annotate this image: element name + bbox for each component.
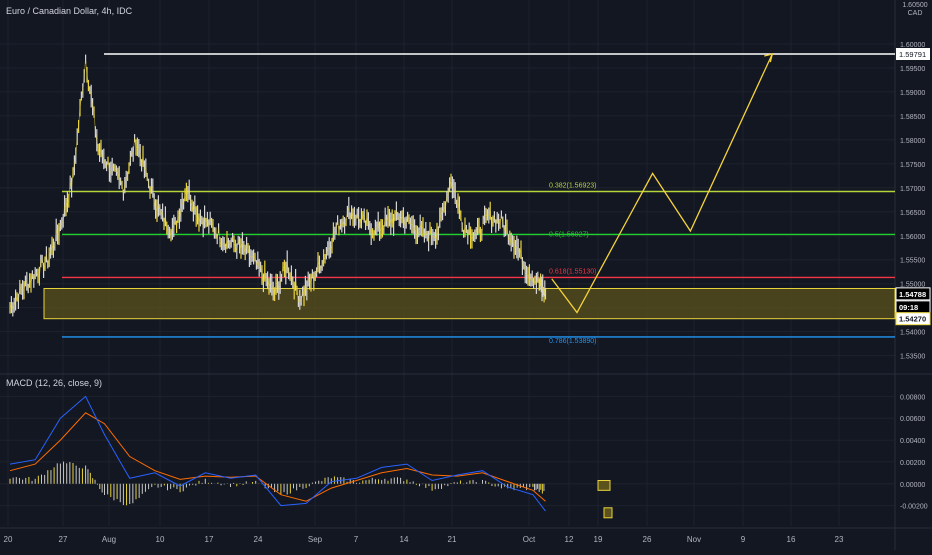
macd-tick-label: 0.00600: [900, 416, 925, 423]
price-tick-label: 1.59500: [900, 66, 925, 73]
price-tick-label: 1.56500: [900, 210, 925, 217]
price-tick-label: 1.57000: [900, 186, 925, 193]
price-tag-label: 1.54270: [899, 315, 926, 324]
macd-line: [9, 395, 546, 512]
time-tick-label: Sep: [308, 535, 323, 544]
time-tick-label: Oct: [523, 535, 536, 544]
macd-highlight-box-small: [603, 507, 613, 519]
time-tick-label: 26: [643, 535, 652, 544]
time-tick-label: 7: [354, 535, 359, 544]
time-tick-label: 12: [565, 535, 574, 544]
fib-level-label: 0.786(1.53890): [549, 338, 596, 345]
price-tag-box: [895, 287, 931, 301]
macd-highlight-box: [597, 479, 611, 491]
price-tick-label: 1.55500: [900, 258, 925, 265]
price-tick-label: 1.56000: [900, 234, 925, 241]
currency-code: CAD: [907, 10, 923, 17]
macd-tick-label: 0.00800: [900, 394, 925, 401]
top-level-tag-label: 1.59791: [899, 50, 926, 59]
projection-arrowhead: [764, 53, 774, 63]
time-tick-label: 24: [254, 535, 263, 544]
currency-label: 1.60500 CAD: [900, 2, 930, 18]
top-level-tag-box: [896, 47, 930, 60]
macd-signal-line: [9, 412, 546, 502]
time-tick-label: 20: [4, 535, 13, 544]
demand-zone[interactable]: [43, 287, 896, 320]
time-tick-label: 9: [741, 535, 746, 544]
fib-level-label: 0.5(1.56027): [549, 231, 589, 238]
price-tick-label: 1.58000: [900, 138, 925, 145]
price-tick-label: 1.55000: [900, 282, 925, 289]
macd-tick-label: -0.00200: [900, 504, 928, 511]
time-tick-label: 27: [59, 535, 68, 544]
price-series-line: [9, 59, 546, 311]
price-tick-label: 1.60000: [900, 42, 925, 49]
fib-level-label: 0.618(1.55130): [549, 268, 596, 275]
time-tick-label: 19: [594, 535, 603, 544]
fib-level-label: 0.382(1.56923): [549, 183, 596, 190]
price-tick-label: 1.54000: [900, 330, 925, 337]
macd-tick-label: 0.00000: [900, 482, 925, 489]
price-tag-label: 09:18: [899, 303, 918, 312]
time-tick-label: 10: [156, 535, 165, 544]
price-tick-label: 1.53500: [900, 354, 925, 361]
macd-title: MACD (12, 26, close, 9): [6, 378, 103, 388]
time-tick-label: 17: [205, 535, 214, 544]
price-tag-label: 1.54788: [899, 290, 926, 299]
time-tick-label: Aug: [102, 535, 116, 544]
price-tick-label: 1.58500: [900, 114, 925, 121]
symbol-title: Euro / Canadian Dollar, 4h, IDC: [6, 6, 133, 16]
time-tick-label: 23: [835, 535, 844, 544]
projection-path[interactable]: [551, 53, 773, 314]
time-tick-label: 16: [787, 535, 796, 544]
macd-tick-label: 0.00200: [900, 460, 925, 467]
time-tick-label: 14: [400, 535, 409, 544]
price-tag-box: [895, 312, 931, 326]
price-tick-label: 1.57500: [900, 162, 925, 169]
price-tick-label: 1.59000: [900, 90, 925, 97]
scale-top-value: 1.60500: [902, 2, 928, 9]
time-tick-label: 21: [448, 535, 457, 544]
macd-tick-label: 0.00400: [900, 438, 925, 445]
time-tick-label: Nov: [687, 535, 701, 544]
